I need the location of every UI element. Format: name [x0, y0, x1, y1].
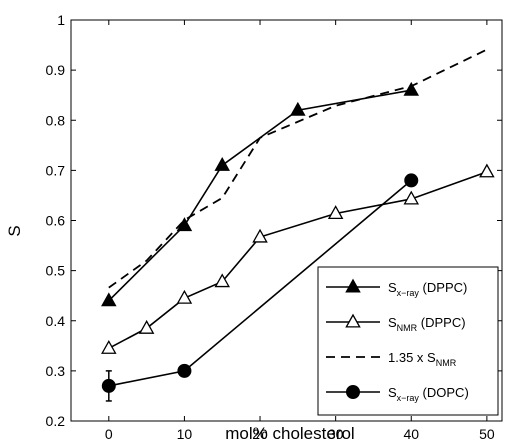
legend-swatch-marker-1 [345, 313, 361, 328]
series-0-point-4 [403, 81, 420, 96]
legend-entry-1: SNMR (DPPC) [388, 315, 466, 333]
y-tick-label-6: 0.8 [46, 112, 66, 128]
series-1-line [108, 171, 488, 350]
y-tick-label-2: 0.4 [46, 313, 66, 329]
series-3-point-1 [177, 363, 192, 378]
x-tick-label-4: 40 [403, 426, 419, 442]
legend-swatch-marker-0 [345, 278, 361, 293]
y-tick-label-4: 0.6 [46, 213, 66, 229]
y-axis-label: S [5, 225, 24, 236]
series-1-point-3 [214, 273, 230, 288]
series-2-line [108, 48, 488, 289]
x-tick-label-0: 0 [105, 426, 113, 442]
series-0-point-3 [290, 101, 306, 116]
series-1-point-5 [327, 205, 344, 220]
x-axis-label: mol% cholesterol [225, 424, 354, 443]
y-tick-label-1: 0.3 [46, 363, 66, 379]
series-3-point-2 [404, 173, 419, 188]
legend-entry-3: Sx−ray (DOPC) [388, 385, 469, 403]
y-tick-label-3: 0.5 [46, 263, 66, 279]
series-0-point-0 [101, 292, 117, 307]
series-1-point-7 [479, 163, 495, 178]
x-tick-label-1: 10 [177, 426, 193, 442]
series-1-point-2 [176, 289, 193, 304]
series-1-point-4 [252, 228, 268, 243]
y-tick-label-0: 0.2 [46, 413, 66, 429]
legend-entry-0: Sx−ray (DPPC) [388, 280, 467, 298]
y-tick-label-8: 1 [57, 12, 65, 28]
legend-entry-2: 1.35 x SNMR [388, 350, 457, 368]
legend-swatch-marker-3 [346, 385, 360, 399]
series-3-point-0 [101, 378, 116, 393]
series-1-point-0 [101, 339, 117, 354]
x-tick-label-2: 20 [252, 426, 268, 442]
series-1-point-1 [138, 319, 155, 334]
y-tick-label-7: 0.9 [46, 62, 66, 78]
series-1-point-6 [403, 190, 420, 205]
x-tick-label-3: 30 [328, 426, 344, 442]
x-tick-label-5: 50 [479, 426, 495, 442]
series-0-point-2 [214, 157, 230, 171]
y-tick-label-5: 0.7 [46, 162, 66, 178]
